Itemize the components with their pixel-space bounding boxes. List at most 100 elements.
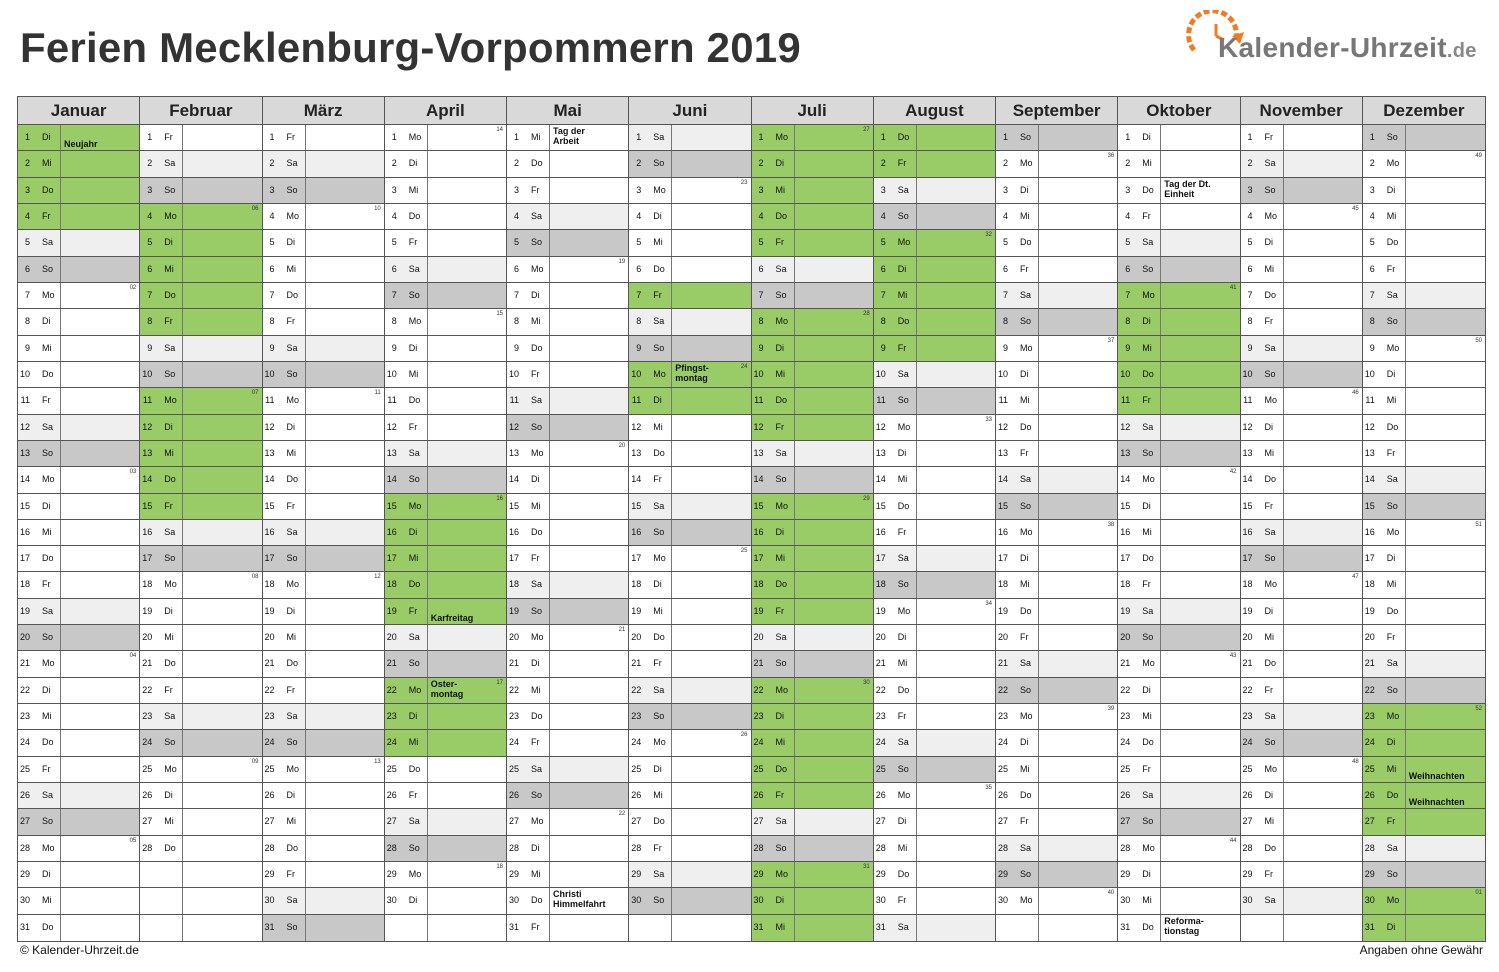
day-cell[interactable]: 14 Do [1240, 467, 1362, 494]
day-cell[interactable]: 20 Sa [384, 625, 506, 652]
day-cell[interactable]: 16 Sa [140, 519, 262, 547]
day-cell[interactable]: 26 Di [262, 783, 384, 810]
day-cell[interactable]: 27 Mi [262, 809, 384, 836]
day-cell[interactable]: 5 Sa [18, 230, 140, 257]
day-cell[interactable]: 15 Do [873, 493, 995, 520]
day-cell[interactable]: 17 Fr [507, 546, 629, 573]
day-cell[interactable]: 25 Mi [996, 756, 1118, 784]
day-cell[interactable]: 2 Fr [873, 151, 995, 178]
day-cell[interactable]: 9 Fr [873, 335, 995, 362]
day-cell[interactable]: 22 Do [873, 677, 995, 705]
day-cell[interactable]: 10 Do [1118, 361, 1240, 389]
day-cell[interactable]: 8 So [996, 309, 1118, 336]
day-cell[interactable]: 20 Do [629, 625, 751, 652]
logo[interactable]: Kalender-Uhrzeit.de [1186, 10, 1486, 76]
day-cell[interactable]: 20 So [18, 625, 140, 652]
day-cell[interactable]: 10 Mi [751, 361, 873, 389]
day-cell[interactable]: 12 Di [1240, 414, 1362, 441]
day-cell[interactable]: 10 Mo Pfingst-montag 24 [629, 361, 751, 389]
day-cell[interactable]: 1 Mo 27 [751, 125, 873, 152]
day-cell[interactable]: 17 Di [996, 546, 1118, 573]
day-cell[interactable]: 18 Fr [1118, 572, 1240, 599]
day-cell[interactable]: 8 Mo 28 [751, 309, 873, 336]
day-cell[interactable]: 12 Di [262, 414, 384, 441]
day-cell[interactable]: 19 Mi [629, 598, 751, 626]
day-cell[interactable]: 5 Mi [629, 230, 751, 257]
day-cell[interactable]: 20 Mo 21 [507, 625, 629, 652]
day-cell[interactable]: 22 Mo Oster-montag 17 [384, 677, 506, 705]
day-cell[interactable]: 27 Fr [1362, 809, 1485, 836]
day-cell[interactable]: 13 Di [873, 440, 995, 468]
day-cell[interactable]: 1 So [1362, 125, 1485, 152]
day-cell[interactable]: 5 Sa [1118, 230, 1240, 257]
day-cell[interactable]: 21 Fr [629, 651, 751, 678]
day-cell[interactable]: 3 Di [1362, 177, 1485, 204]
day-cell[interactable]: 25 Sa [507, 756, 629, 784]
day-cell[interactable]: 18 Fr [18, 572, 140, 599]
day-cell[interactable]: 2 Sa [140, 151, 262, 178]
day-cell[interactable]: 10 Di [1362, 361, 1485, 389]
day-cell[interactable]: 6 Mi [262, 256, 384, 283]
day-cell[interactable]: 13 So [18, 440, 140, 468]
day-cell[interactable]: 23 Di [384, 704, 506, 731]
day-cell[interactable]: 25 So [873, 756, 995, 784]
day-cell[interactable]: 3 So [1240, 177, 1362, 204]
day-cell[interactable]: 6 Fr [996, 256, 1118, 283]
day-cell[interactable]: 7 So [751, 282, 873, 310]
day-cell[interactable]: 18 Mo 47 [1240, 572, 1362, 599]
day-cell[interactable]: 12 Sa [18, 414, 140, 441]
day-cell[interactable]: 13 So [1118, 440, 1240, 468]
day-cell[interactable]: 19 So [507, 598, 629, 626]
day-cell[interactable]: 10 Do [18, 361, 140, 389]
day-cell[interactable]: 29 Mi [507, 862, 629, 889]
day-cell[interactable]: 29 Do [873, 862, 995, 889]
day-cell[interactable]: 4 Mo 45 [1240, 203, 1362, 231]
day-cell[interactable]: 2 So [629, 151, 751, 178]
day-cell[interactable]: 3 So [262, 177, 384, 204]
day-cell[interactable]: 4 Fr [1118, 203, 1240, 231]
day-cell[interactable]: 3 Fr [507, 177, 629, 204]
day-cell[interactable]: 8 Fr [262, 309, 384, 336]
day-cell[interactable]: 7 Di [507, 282, 629, 310]
day-cell[interactable]: 16 Mi [1118, 519, 1240, 547]
day-cell[interactable]: 28 Sa [1362, 835, 1485, 863]
day-cell[interactable]: 9 Mi [1118, 335, 1240, 362]
day-cell[interactable]: 31 Di [1362, 914, 1485, 941]
day-cell[interactable]: 20 So [1118, 625, 1240, 652]
day-cell[interactable]: 27 Sa [751, 809, 873, 836]
day-cell[interactable]: 16 Mo 38 [996, 519, 1118, 547]
day-cell[interactable]: 3 Do Tag der Dt. Einheit [1118, 177, 1240, 204]
day-cell[interactable]: 8 Mi [507, 309, 629, 336]
day-cell[interactable]: 11 Fr [1118, 388, 1240, 415]
day-cell[interactable]: 1 Mo 14 [384, 125, 506, 152]
day-cell[interactable]: 22 Di [1118, 677, 1240, 705]
day-cell[interactable]: 1 Fr [1240, 125, 1362, 152]
day-cell[interactable]: 26 Fr [384, 783, 506, 810]
day-cell[interactable]: 10 Di [996, 361, 1118, 389]
day-cell[interactable]: 12 Sa [1118, 414, 1240, 441]
day-cell[interactable]: 24 Do [18, 730, 140, 757]
day-cell[interactable]: 10 Sa [873, 361, 995, 389]
day-cell[interactable]: 8 So [1362, 309, 1485, 336]
day-cell[interactable]: 29 Mo 18 [384, 862, 506, 889]
day-cell[interactable]: 7 So [384, 282, 506, 310]
day-cell[interactable]: 31 Do [18, 914, 139, 941]
day-cell[interactable]: 20 Fr [996, 625, 1118, 652]
day-cell[interactable]: 17 Sa [873, 546, 995, 573]
day-cell[interactable]: 20 Mi [262, 625, 384, 652]
day-cell[interactable]: 8 Mo 15 [384, 309, 506, 336]
day-cell[interactable]: 3 Mi [384, 177, 506, 204]
day-cell[interactable]: 1 Do [873, 125, 995, 152]
day-cell[interactable]: 3 Di [996, 177, 1118, 204]
day-cell[interactable]: 14 Mo 03 [18, 467, 140, 494]
day-cell[interactable]: 24 So [140, 730, 262, 757]
day-cell[interactable]: 31 Fr [507, 914, 628, 941]
day-cell[interactable]: 26 Di [1240, 783, 1362, 810]
day-cell[interactable]: 29 Di [1118, 862, 1240, 889]
day-cell[interactable]: 3 Mo 23 [629, 177, 751, 204]
day-cell[interactable]: 17 Mo 25 [629, 546, 751, 573]
day-cell[interactable]: 15 Mo 29 [751, 493, 873, 520]
day-cell[interactable]: 29 Sa [629, 862, 751, 889]
day-cell[interactable]: 5 Fr [751, 230, 873, 257]
day-cell[interactable]: 13 Mi [262, 440, 384, 468]
